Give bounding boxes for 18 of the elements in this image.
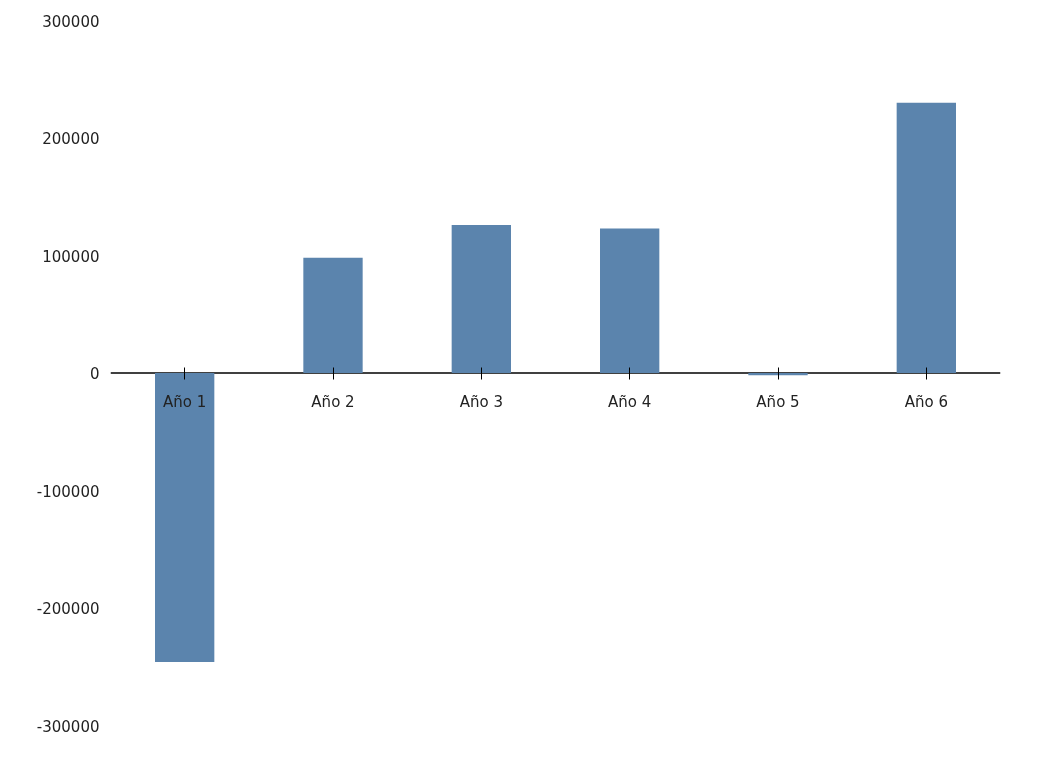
bar (303, 257, 363, 373)
bar (600, 228, 660, 373)
y-tick-label: -200000 (36, 600, 100, 618)
x-tick-label: Año 6 (904, 393, 948, 411)
y-tick-label: -100000 (36, 482, 100, 501)
bar (451, 224, 511, 373)
x-tick-label: Año 1 (163, 393, 207, 411)
y-tick-label: 300000 (42, 12, 100, 31)
x-tick-label: Año 2 (311, 393, 355, 411)
y-tick-label: 0 (89, 365, 100, 383)
y-tick-label: -300000 (36, 717, 100, 736)
bar (155, 373, 215, 663)
x-tick-label: Año 3 (459, 393, 503, 411)
y-tick-label: 200000 (42, 130, 100, 148)
x-tick-label: Año 4 (608, 393, 652, 411)
bar (896, 102, 956, 373)
x-tick-label: Año 5 (756, 393, 800, 411)
y-tick-label: 100000 (42, 247, 100, 266)
